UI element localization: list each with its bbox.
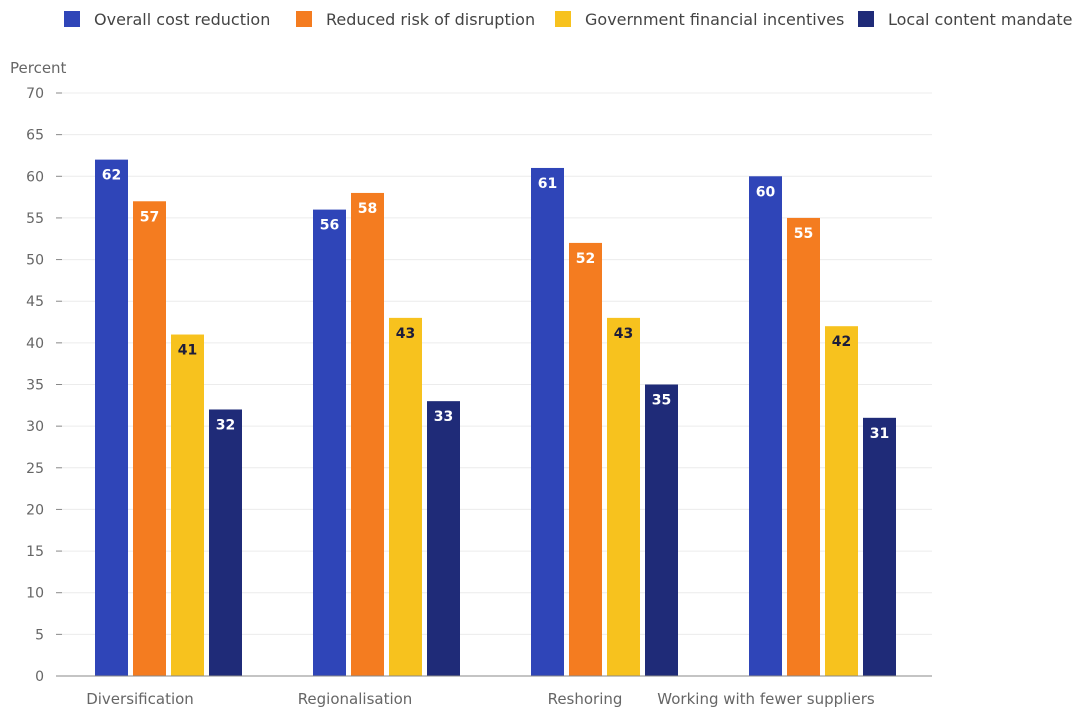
x-tick-label: Regionalisation	[298, 690, 413, 708]
legend-item: Reduced risk of disruption	[296, 10, 535, 29]
x-axis-ticks: Diversification Regionalisation Reshoring W…	[86, 690, 875, 708]
y-tick-label: 65	[26, 128, 44, 144]
y-tick-label: 70	[26, 86, 44, 102]
bar-value-label: 60	[756, 184, 776, 200]
legend-label: Local content mandates	[888, 10, 1072, 29]
bar-value-label: 52	[576, 251, 595, 267]
bar-value-label: 31	[870, 426, 889, 442]
bar-value-label: 61	[538, 176, 557, 192]
y-tick-label: 40	[26, 336, 44, 352]
y-tick-label: 45	[26, 294, 44, 310]
bars: 62 57 41 32 56 58 43 33 61 52 43 35 60 55 42 31	[95, 159, 896, 677]
legend-item: Overall cost reduction	[64, 10, 270, 29]
bar	[171, 334, 204, 676]
legend-label: Government financial incentives	[585, 10, 844, 29]
legend: Overall cost reduction Reduced risk of di…	[64, 10, 1072, 29]
y-tick-label: 55	[26, 211, 44, 227]
legend-swatch	[858, 11, 874, 27]
bar	[749, 176, 782, 677]
bar-value-label: 32	[216, 417, 235, 433]
legend-swatch	[296, 11, 312, 27]
bar	[313, 209, 346, 676]
y-axis-ticks: 0 5 10 15 20 25 30 35 40 45 50 55 60 65 70	[26, 86, 62, 685]
legend-label: Reduced risk of disruption	[326, 10, 535, 29]
bar-value-label: 43	[396, 326, 415, 342]
gridlines	[62, 92, 932, 635]
bar	[569, 242, 602, 676]
y-tick-label: 15	[26, 544, 44, 560]
bar	[863, 417, 896, 676]
bar	[95, 159, 128, 677]
bar-value-label: 41	[178, 343, 197, 359]
y-tick-label: 20	[26, 502, 44, 518]
bar-value-label: 33	[434, 409, 453, 425]
bar	[209, 409, 242, 676]
y-tick-label: 0	[35, 669, 44, 685]
y-tick-label: 35	[26, 378, 44, 394]
bar-value-label: 42	[832, 334, 851, 350]
legend-swatch	[555, 11, 571, 27]
x-tick-label: Diversification	[86, 690, 194, 708]
legend-swatch	[64, 11, 80, 27]
bar	[825, 326, 858, 676]
y-tick-label: 10	[26, 586, 44, 602]
bar-value-label: 35	[652, 393, 671, 409]
bar-value-label: 62	[102, 168, 121, 184]
bar	[351, 192, 384, 676]
y-tick-label: 60	[26, 169, 44, 185]
legend-item: Local content mandates	[858, 10, 1072, 29]
bar-value-label: 57	[140, 209, 159, 225]
bar-value-label: 55	[794, 226, 813, 242]
x-tick-label: Reshoring	[548, 690, 623, 708]
y-tick-label: 50	[26, 253, 44, 269]
bar	[787, 217, 820, 676]
bar	[389, 317, 422, 676]
y-tick-label: 25	[26, 461, 44, 477]
bar-value-label: 56	[320, 218, 339, 234]
bar-value-label: 43	[614, 326, 633, 342]
y-tick-label: 30	[26, 419, 44, 435]
bar-value-label: 58	[358, 201, 377, 217]
y-axis-label: Percent	[10, 59, 67, 77]
bar	[133, 201, 166, 676]
legend-item: Government financial incentives	[555, 10, 844, 29]
bar	[645, 384, 678, 676]
bar	[607, 317, 640, 676]
x-tick-label: Working with fewer suppliers	[657, 690, 875, 708]
bar	[531, 167, 564, 676]
bar	[427, 401, 460, 676]
legend-label: Overall cost reduction	[94, 10, 270, 29]
y-tick-label: 5	[35, 627, 44, 643]
